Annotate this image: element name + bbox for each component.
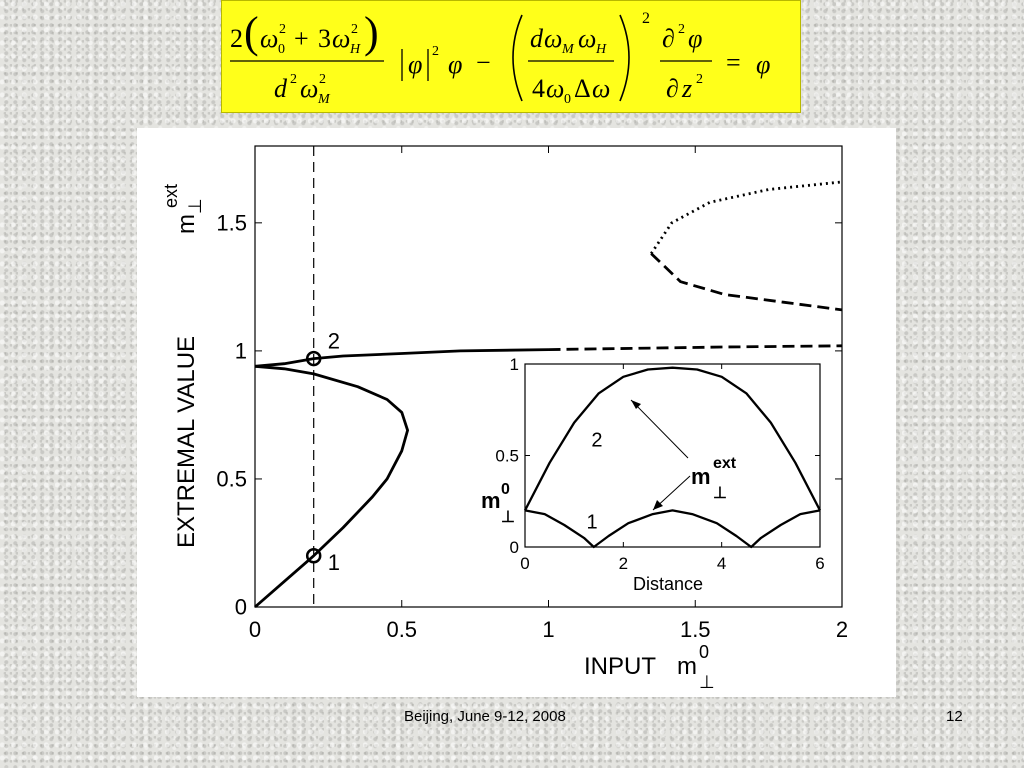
- main-series-3: [548, 344, 843, 351]
- inset-annotation-symbol: m: [691, 464, 711, 489]
- eq-lhs-num-coef: 2: [230, 24, 243, 53]
- eq-plus: +: [294, 24, 309, 53]
- main-xlabel-symbol: m: [677, 653, 697, 680]
- inset-ylabel-symbol: m: [481, 488, 501, 513]
- eq-lhs-den: d: [274, 74, 288, 103]
- eq-sub-0: 0: [278, 42, 285, 57]
- eq-omega0-2: ω: [546, 74, 564, 103]
- inset-xlabel: Distance: [633, 574, 703, 594]
- footer-venue: Beijing, June 9-12, 2008: [404, 708, 566, 725]
- eq-omega0: ω: [260, 24, 278, 53]
- inset-series: 21: [523, 366, 822, 549]
- eq-sup-2c: 2: [290, 72, 297, 87]
- main-ticks: 0 0.5 1 1.5 2 0 0.5 1 1.5: [216, 146, 848, 642]
- inset-xtick-label: 0: [520, 554, 529, 573]
- inset-series-label-1: 1: [586, 512, 597, 534]
- main-xtick-label: 0: [249, 617, 261, 642]
- eq-sub-02: 0: [564, 92, 571, 107]
- inset-ylabel-superscript: 0: [501, 481, 510, 498]
- eq-mid-den-coef: 4: [532, 74, 545, 103]
- eq-paren-open: (: [244, 8, 259, 57]
- main-marker-label: 1: [328, 550, 340, 575]
- eq-partial-2: ∂: [666, 74, 679, 103]
- main-xtick-label: 0.5: [386, 617, 417, 642]
- eq-paren-close: ): [364, 8, 379, 57]
- main-ylabel-superscript: ext: [161, 184, 181, 208]
- inset-ytick-label: 0: [510, 538, 519, 557]
- eq-sup-2g: 2: [696, 72, 703, 87]
- eq-big-paren-close: [619, 14, 630, 102]
- inset-series-2: [524, 509, 821, 549]
- inset-chart: 0 2 4 600.51 21 Distance m 0 ⊥ m ext ⊥: [481, 355, 825, 594]
- eq-sub-H2: H: [595, 42, 607, 57]
- main-ytick-label: 0: [235, 595, 247, 620]
- main-marker-label: 2: [328, 329, 340, 354]
- main-marker-circle: [305, 548, 322, 564]
- eq-omega-3: ω: [592, 74, 610, 103]
- annotation-arrowhead-upper: [631, 400, 641, 409]
- inset-xtick-label: 2: [619, 554, 628, 573]
- eq-omegaM-2: ω: [544, 24, 562, 53]
- inset-ticks: 0 2 4 6 0 0.5 1: [495, 355, 824, 573]
- eq-omegaH-2: ω: [578, 24, 596, 53]
- annotation-arrowhead-lower: [653, 500, 663, 510]
- main-xlabel-subscript: ⊥: [699, 672, 715, 692]
- equation-box: 2 ( ω 0 2 + 3 ω H 2 ) d 2 ω M 2 φ 2 φ − …: [221, 0, 801, 113]
- inset-annotation-subscript: ⊥: [713, 485, 727, 502]
- inset-annotation-superscript: ext: [713, 455, 737, 472]
- main-markers: 12: [305, 329, 340, 575]
- equation-svg: 2 ( ω 0 2 + 3 ω H 2 ) d 2 ω M 2 φ 2 φ − …: [230, 8, 770, 107]
- main-xtick-label: 1: [542, 617, 554, 642]
- inset-series-label-2: 2: [591, 429, 602, 451]
- eq-sup-2d: 2: [319, 72, 326, 87]
- eq-phi-rhs: φ: [756, 50, 770, 79]
- eq-big-paren-open: [512, 14, 523, 102]
- eq-sup-2b: 2: [351, 22, 358, 37]
- inset-ylabel-subscript: ⊥: [501, 509, 515, 526]
- main-ytick-label: 1.5: [216, 211, 247, 236]
- eq-sup-2e: 2: [432, 44, 439, 59]
- eq-phi-2: φ: [448, 50, 462, 79]
- main-ylabel: EXTREMAL VALUE: [173, 336, 200, 548]
- annotation-arrow-upper: [630, 399, 689, 459]
- eq-z: z: [681, 74, 692, 103]
- eq-omegaH: ω: [332, 24, 350, 53]
- main-series-5: [650, 180, 843, 255]
- eq-delta: Δ: [574, 74, 591, 103]
- inset-ytick-label: 1: [510, 355, 519, 374]
- eq-minus: −: [476, 48, 491, 77]
- eq-sub-H: H: [349, 42, 361, 57]
- main-marker-circle: [305, 350, 322, 367]
- main-ytick-label: 1: [235, 339, 247, 364]
- main-xtick-label: 1.5: [680, 617, 711, 642]
- inset-xtick-label: 6: [815, 554, 824, 573]
- eq-phi-1: φ: [408, 50, 422, 79]
- main-ytick-label: 0.5: [216, 467, 247, 492]
- eq-sup-2f: 2: [678, 22, 685, 37]
- inset-plot-frame: [524, 363, 821, 548]
- main-xlabel: INPUT: [584, 653, 656, 680]
- figure-svg: 0 0.5 1 1.5 200.511.5 12 INPUT m 0 ⊥ EXTREMA…: [161, 145, 848, 692]
- eq-partial-1: ∂: [662, 24, 675, 53]
- inset-xtick-label: 4: [717, 554, 726, 573]
- main-series-4: [650, 252, 843, 312]
- main-xtick-label: 2: [836, 617, 848, 642]
- eq-sup-2a: 2: [279, 22, 286, 37]
- main-xlabel-superscript: 0: [699, 642, 709, 662]
- footer-page-number: 12: [946, 708, 963, 725]
- main-ylabel-subscript: ⊥: [185, 198, 205, 214]
- eq-mid-num: d: [530, 24, 544, 53]
- eq-equals: =: [726, 48, 741, 77]
- eq-exp-2: 2: [642, 10, 650, 27]
- main-series-2: [254, 348, 549, 368]
- inset-series-1: [523, 366, 822, 511]
- eq-phi-3: φ: [688, 24, 702, 53]
- eq-omegaM: ω: [300, 74, 318, 103]
- eq-sub-M2: M: [561, 42, 575, 57]
- inset-ytick-label: 0.5: [495, 446, 519, 465]
- eq-lhs-num-rest: 3: [318, 24, 331, 53]
- eq-sub-M: M: [317, 92, 331, 107]
- main-ylabel-symbol: m: [173, 214, 200, 234]
